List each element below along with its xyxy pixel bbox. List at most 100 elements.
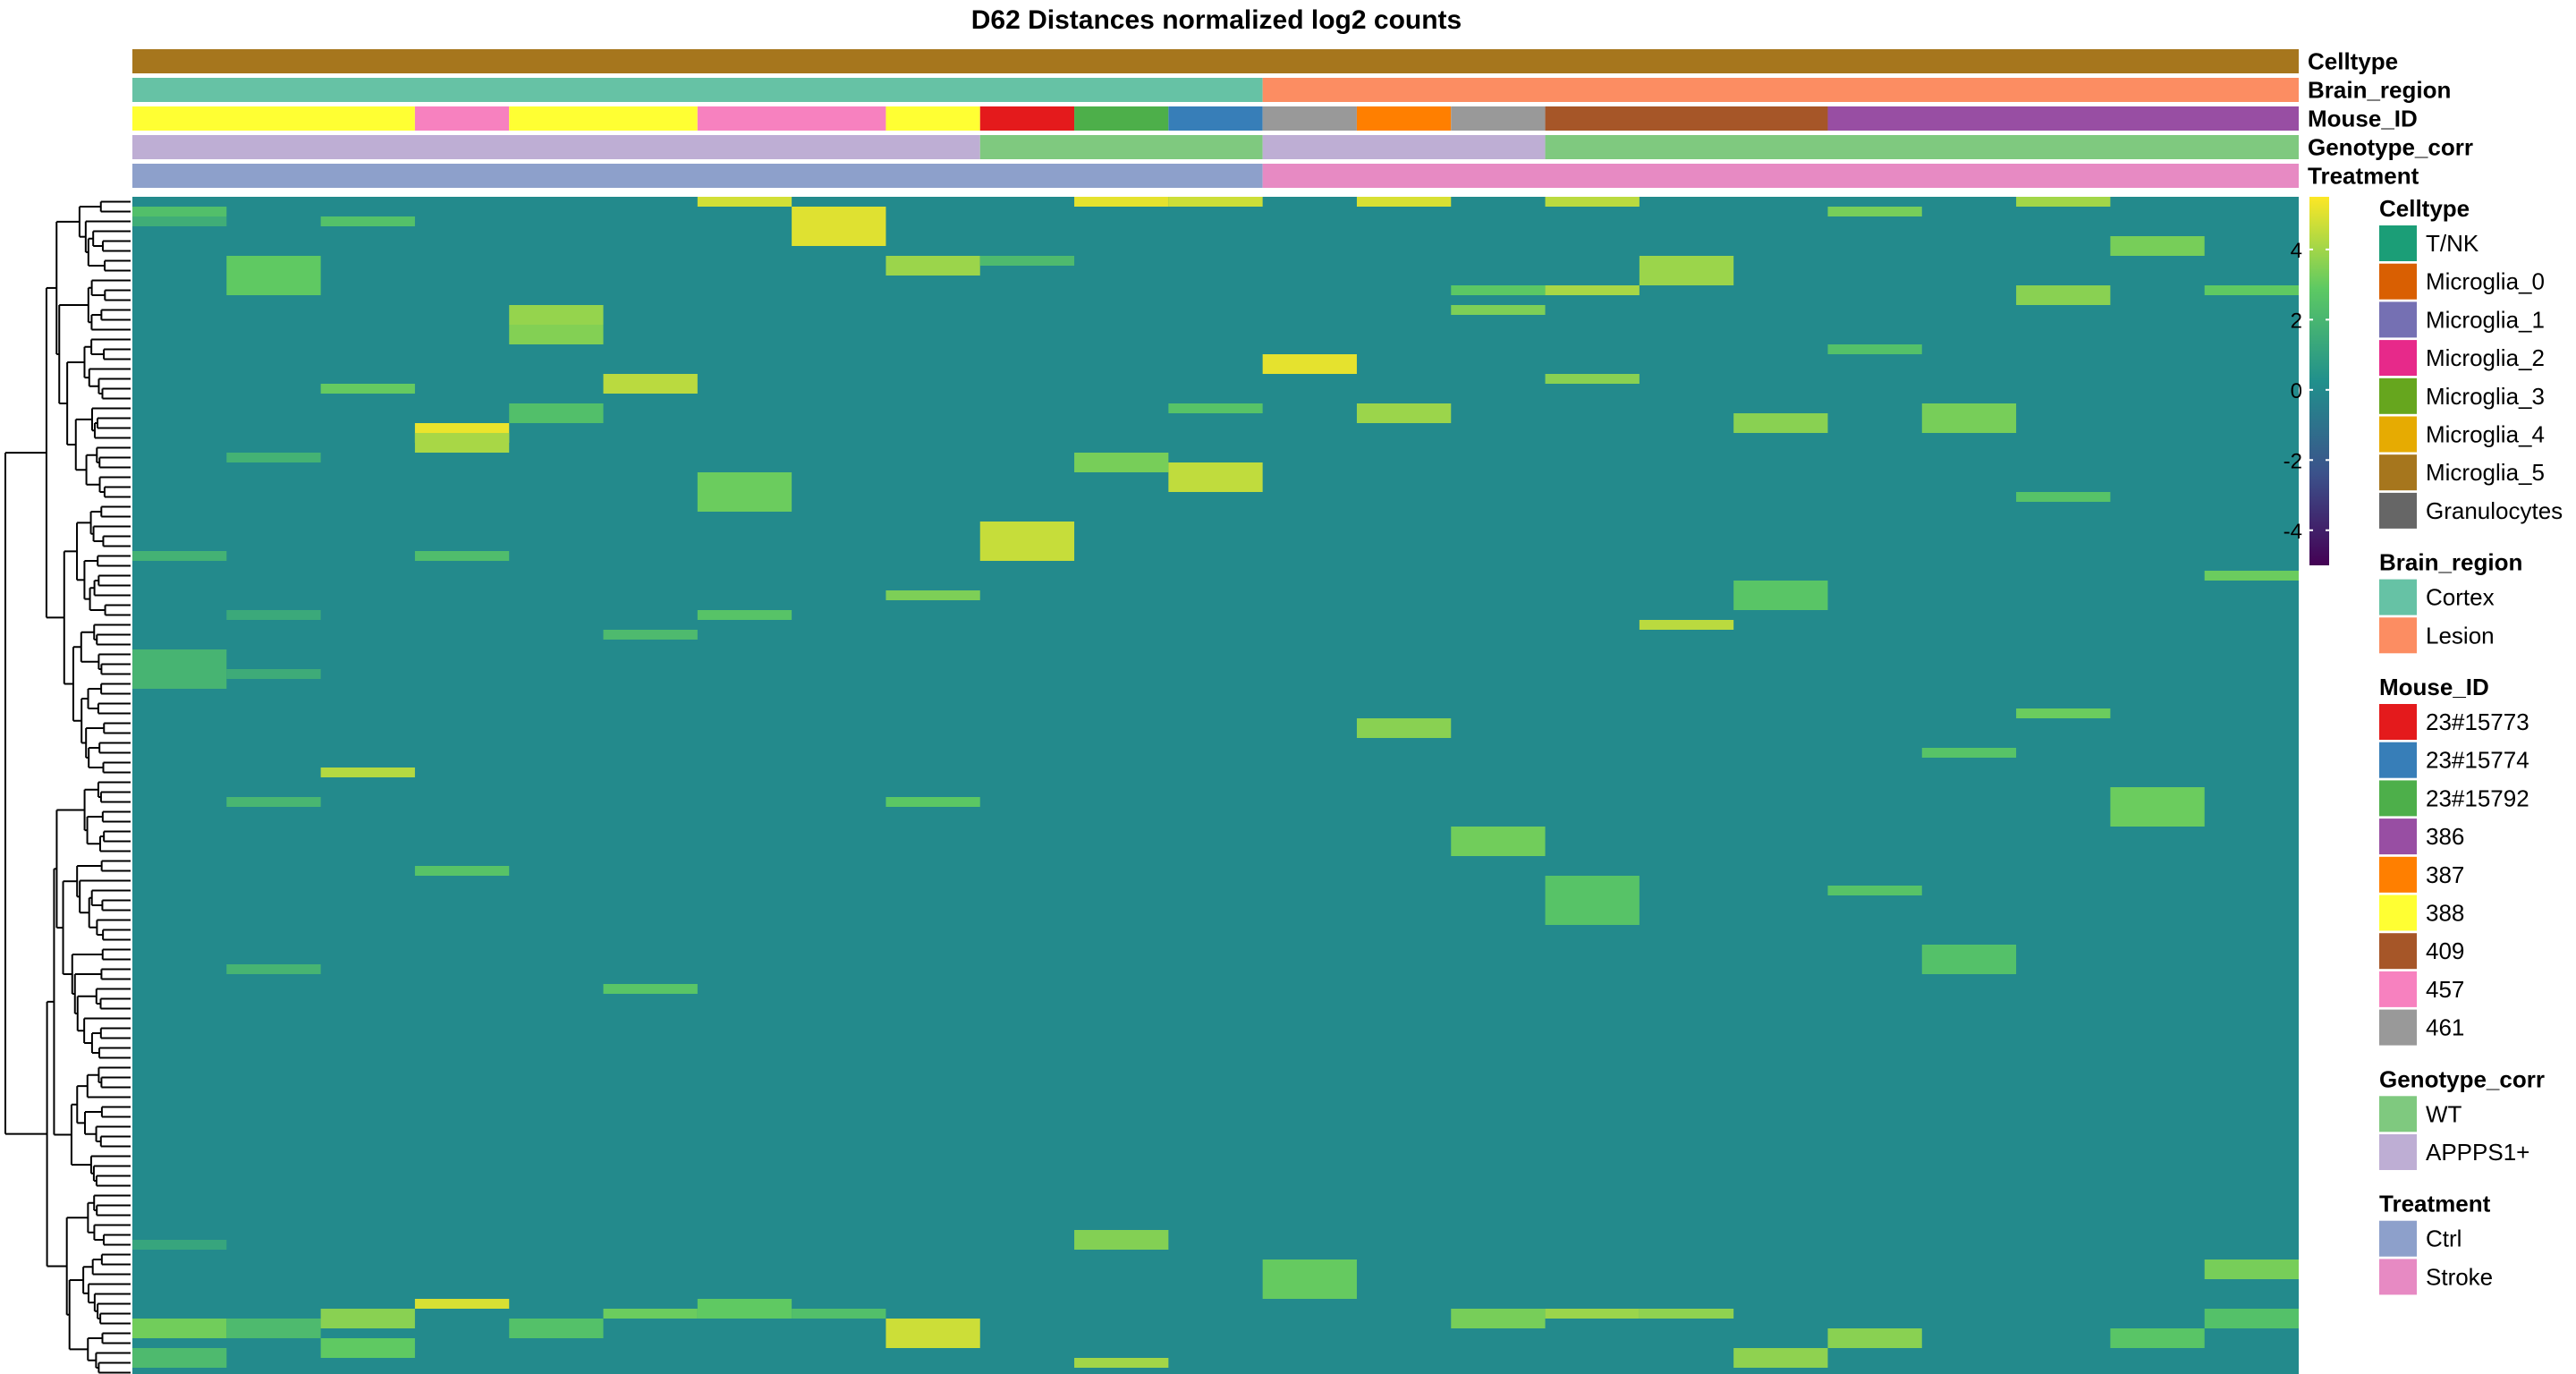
- heatmap-cell: [1451, 305, 1546, 315]
- colorbar-tick-label: -2: [2284, 449, 2302, 473]
- chart-title: D62 Distances normalized log2 counts: [971, 5, 1462, 35]
- heatmap-cell: [1827, 207, 1922, 216]
- heatmap-cell: [979, 522, 1075, 561]
- legend-swatch: [2379, 1259, 2417, 1295]
- annotation-cell-mouse_id: [697, 106, 886, 131]
- legend-swatch: [2379, 617, 2417, 654]
- legend-item: Microglia_0: [2426, 268, 2545, 295]
- legend-item: Granulocytes: [2426, 497, 2563, 524]
- annotation-cell-genotype_corr: [979, 135, 1263, 159]
- legend-item: APPPS1+: [2426, 1139, 2529, 1166]
- column-annotations: CelltypeBrain_regionMouse_IDGenotype_cor…: [132, 48, 2473, 190]
- heatmap-cell: [414, 433, 510, 453]
- heatmap-cell: [1356, 403, 1452, 423]
- heatmap-cell: [1074, 1358, 1169, 1368]
- heatmap-cell: [320, 768, 415, 777]
- heatmap-cell: [1639, 620, 1734, 630]
- annotation-cell-mouse_id: [132, 106, 415, 131]
- heatmap-cell: [132, 207, 227, 216]
- annotation-cell-mouse_id: [1451, 106, 1546, 131]
- legend-item: T/NK: [2426, 230, 2479, 257]
- heatmap-cell: [979, 256, 1075, 266]
- heatmap-cell: [2110, 787, 2205, 827]
- heatmap-baseline: [132, 197, 2299, 1374]
- legend-item: Stroke: [2426, 1263, 2493, 1290]
- colorbar-bar: [2309, 197, 2329, 565]
- legend-swatch: [2379, 377, 2417, 414]
- heatmap-cell: [1827, 1328, 1922, 1348]
- heatmap-cell: [320, 216, 415, 226]
- legend-swatch: [2379, 971, 2417, 1007]
- legend-swatch: [2379, 301, 2417, 338]
- heatmap-cell: [1168, 197, 1263, 207]
- legend-swatch: [2379, 742, 2417, 778]
- heatmap-cell: [509, 325, 604, 344]
- legend-title: Genotype_corr: [2379, 1065, 2545, 1092]
- heatmap-cell: [1733, 1348, 1828, 1368]
- annotation-cell-brain_region: [132, 78, 1263, 102]
- heatmap-cell: [1545, 374, 1640, 384]
- legend-swatch: [2379, 225, 2417, 261]
- heatmap-cell: [2016, 197, 2111, 207]
- legend: Celltype T/NK Microglia_0 Microglia_1 Microg…: [2379, 195, 2563, 1295]
- legend-swatch: [2379, 263, 2417, 300]
- heatmap-cell: [1639, 1309, 1734, 1319]
- annotation-cell-mouse_id: [886, 106, 980, 131]
- annotation-cell-mouse_id: [1827, 106, 2299, 131]
- annotation-cell-mouse_id: [509, 106, 698, 131]
- heatmap-cell: [697, 472, 792, 512]
- heatmap-cell: [132, 551, 227, 561]
- legend-swatch: [2379, 895, 2417, 931]
- heatmap-cell: [320, 1309, 415, 1328]
- legend-item: Microglia_3: [2426, 383, 2545, 410]
- legend-item: 23#15792: [2426, 785, 2529, 811]
- legend-swatch: [2379, 780, 2417, 817]
- legend-swatch: [2379, 1009, 2417, 1046]
- annotation-cell-genotype_corr: [132, 135, 980, 159]
- annotation-label: Brain_region: [2308, 77, 2451, 104]
- heatmap-cell: [2110, 236, 2205, 256]
- heatmap-cell: [886, 256, 980, 276]
- row-dendrogram: [4, 200, 131, 1374]
- colorbar-tick-label: 2: [2291, 309, 2302, 333]
- legend-item: 409: [2426, 937, 2464, 964]
- legend-item: Microglia_1: [2426, 306, 2545, 333]
- legend-swatch: [2379, 1220, 2417, 1257]
- heatmap-cell: [1545, 197, 1640, 207]
- heatmap-cell: [2204, 571, 2299, 581]
- heatmap-cell: [320, 384, 415, 394]
- heatmap-cell: [1827, 344, 1922, 354]
- heatmap-cell: [414, 1299, 510, 1309]
- heatmap-cell: [1545, 285, 1640, 295]
- heatmap-cell: [2016, 492, 2111, 502]
- legend-title: Treatment: [2379, 1191, 2491, 1217]
- legend-item: WT: [2426, 1100, 2462, 1127]
- legend-item: 457: [2426, 976, 2464, 1003]
- legend-item: Ctrl: [2426, 1226, 2462, 1252]
- heatmap-cell: [792, 1309, 886, 1319]
- heatmap-cell: [132, 1319, 227, 1338]
- heatmap-cell: [1262, 1260, 1357, 1299]
- heatmap-cell: [132, 649, 227, 689]
- heatmap-cell: [603, 374, 698, 394]
- legend-swatch: [2379, 340, 2417, 377]
- heatmap-cell: [226, 1319, 321, 1338]
- heatmap-cell: [226, 453, 321, 462]
- heatmap-cell: [603, 984, 698, 994]
- heatmap-cell: [226, 964, 321, 974]
- legend-item: 23#15774: [2426, 747, 2529, 774]
- heatmap-cell: [509, 403, 604, 423]
- annotation-cell-mouse_id: [1168, 106, 1263, 131]
- heatmap-body: [132, 197, 2299, 1374]
- colorbar: 4 2 0 -2 -4: [2284, 197, 2329, 565]
- legend-item: 387: [2426, 861, 2464, 888]
- annotation-cell-brain_region: [1262, 78, 2299, 102]
- heatmap-cell: [1074, 1230, 1169, 1250]
- heatmap-cell: [132, 216, 227, 226]
- legend-swatch: [2379, 704, 2417, 740]
- heatmap-cell: [697, 197, 792, 207]
- heatmap-cell: [886, 1319, 980, 1348]
- legend-item: 388: [2426, 900, 2464, 927]
- heatmap-cell: [509, 305, 604, 325]
- legend-title: Mouse_ID: [2379, 674, 2489, 700]
